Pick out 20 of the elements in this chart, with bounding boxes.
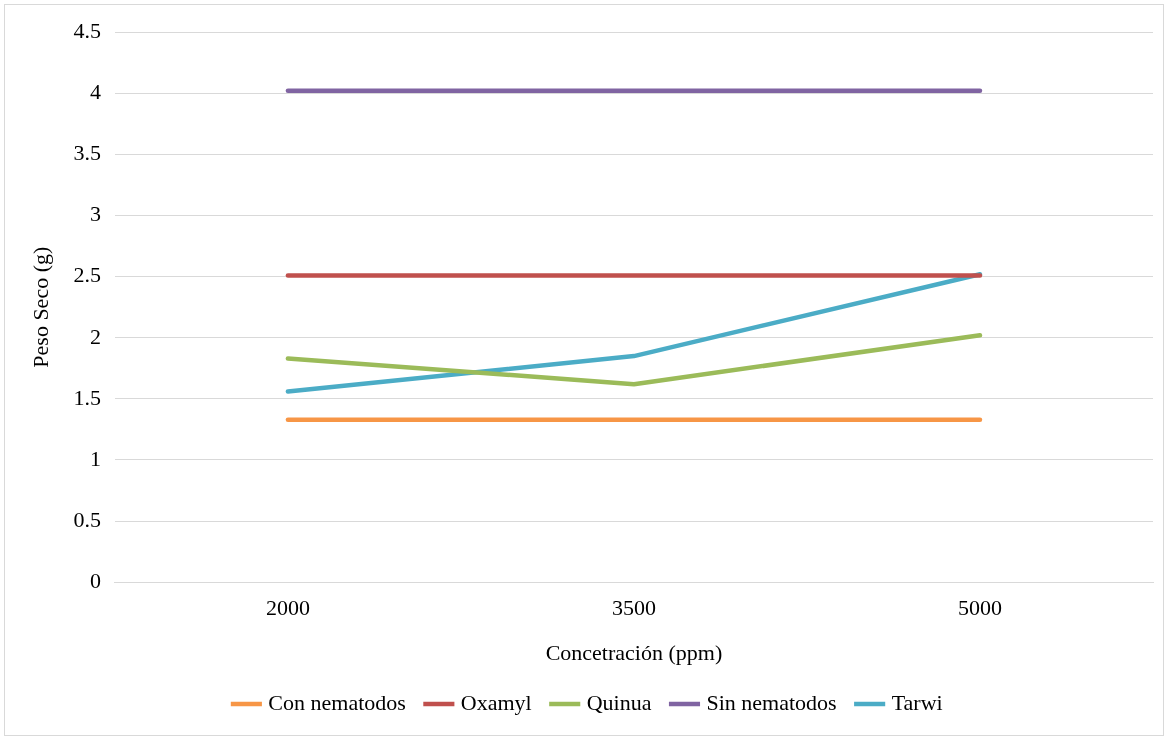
- y-tick-label: 3: [89, 201, 101, 227]
- y-tick-label: 3.5: [73, 140, 101, 166]
- legend-label: Oxamyl: [460, 689, 532, 715]
- y-tick-label: 1.5: [73, 384, 101, 410]
- y-tick-label: 2.5: [73, 262, 101, 288]
- y-tick-label: 0.5: [73, 506, 101, 532]
- legend-label: Tarwi: [891, 689, 943, 715]
- x-axis-title: Concetración (ppm): [545, 639, 723, 665]
- y-tick-label: 0: [89, 567, 101, 593]
- legend-label: Quinua: [586, 689, 652, 715]
- legend-label: Sin nematodos: [706, 689, 837, 715]
- y-tick-label: 4.5: [73, 17, 101, 43]
- y-tick-label: 2: [89, 323, 101, 349]
- x-tick-label: 2000: [265, 595, 310, 621]
- y-tick-label: 4: [89, 79, 101, 105]
- legend-label: Con nematodos: [268, 689, 406, 715]
- y-axis-title: Peso Seco (g): [27, 246, 53, 368]
- x-tick-label: 5000: [957, 595, 1002, 621]
- x-tick-label: 3500: [611, 595, 656, 621]
- y-tick-label: 1: [89, 445, 101, 471]
